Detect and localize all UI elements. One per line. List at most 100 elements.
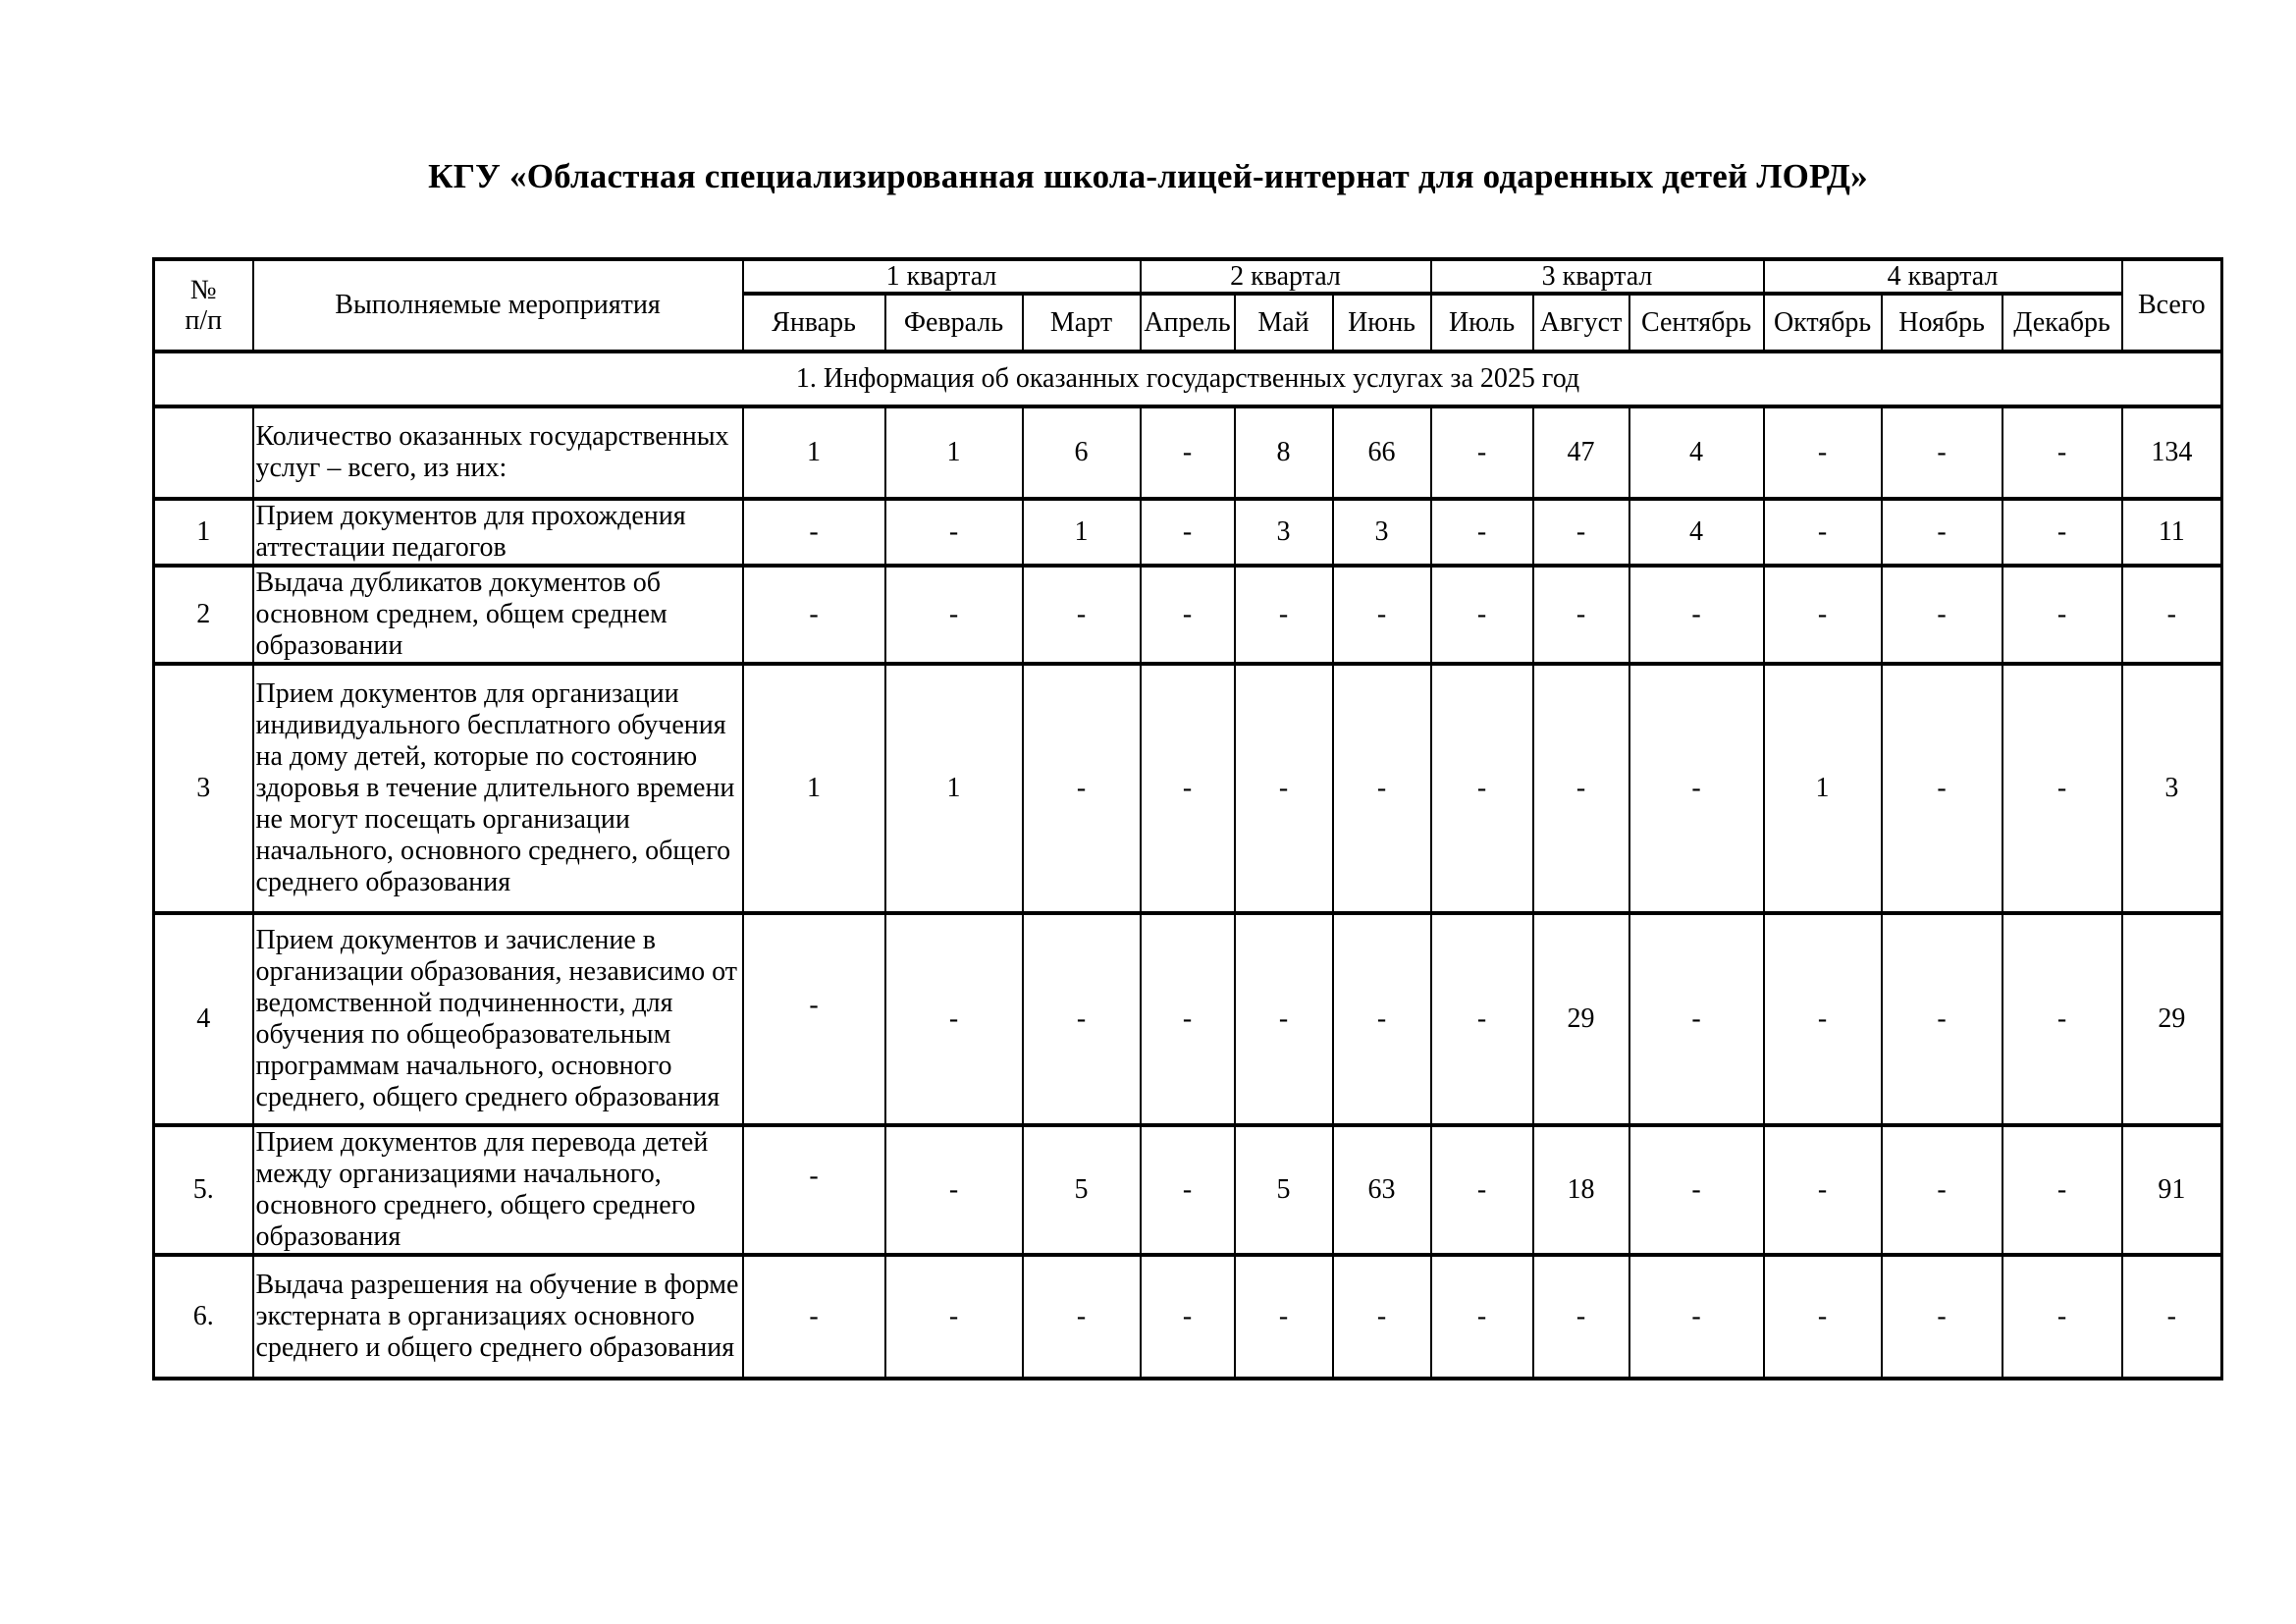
month-value-cell: - <box>883 564 1024 667</box>
cell-value: - <box>1076 773 1087 804</box>
cell-value: - <box>1575 516 1586 548</box>
row-total-cell: 3 <box>2120 662 2223 916</box>
month-header-july: Июль <box>1429 292 1534 354</box>
month-value-cell: - <box>883 497 1024 568</box>
cell-value: - <box>1278 773 1289 804</box>
row-num-cell <box>152 405 254 502</box>
month-value-cell: - <box>1880 564 2003 667</box>
month-value-cell: - <box>1429 1253 1534 1381</box>
quarter-header-4: 4 квартал <box>1762 256 2123 297</box>
cell-value: - <box>1691 1301 1701 1332</box>
document-title: КГУ «Областная специализированная школа-… <box>428 157 1868 195</box>
cell-value: 5 <box>1276 1174 1291 1206</box>
cell-value: 8 <box>1276 437 1291 468</box>
cell-value: - <box>1182 437 1193 468</box>
table-row: 4 Прием документов и зачисление в организ… <box>152 911 2223 1128</box>
month-value-cell: - <box>1429 911 1534 1128</box>
cell-value: - <box>2056 437 2067 468</box>
month-value-cell: 1 <box>883 405 1024 502</box>
month-value-cell: - <box>883 1123 1024 1258</box>
cell-value: - <box>948 1003 959 1035</box>
row-total-cell: 134 <box>2120 405 2223 502</box>
month-value-cell: - <box>1880 497 2003 568</box>
cell-value: - <box>2056 1174 2067 1206</box>
month-header-june: Июнь <box>1331 292 1432 354</box>
month-value-cell: - <box>2001 564 2123 667</box>
cell-value: - <box>1476 1174 1487 1206</box>
cell-value: - <box>2056 1301 2067 1332</box>
cell-value: - <box>1817 599 1828 630</box>
month-value-cell: - <box>1233 564 1334 667</box>
month-value-cell: - <box>2001 662 2123 916</box>
table-row: 1 Прием документов для прохождения аттест… <box>152 497 2223 568</box>
num-header-line2: п/п <box>185 304 223 336</box>
quarter-header-2: 2 квартал <box>1139 256 1432 297</box>
month-value-cell: 66 <box>1331 405 1432 502</box>
month-value-cell: - <box>1762 911 1883 1128</box>
cell-value: - <box>1182 1174 1193 1206</box>
cell-value: - <box>1691 1174 1701 1206</box>
month-value-cell: - <box>2001 497 2123 568</box>
cell-value: - <box>1182 599 1193 630</box>
row-total-cell: 91 <box>2120 1123 2223 1258</box>
cell-value: 1 <box>946 437 961 468</box>
month-value-cell: - <box>1880 405 2003 502</box>
month-value-cell: - <box>1139 911 1236 1128</box>
month-value-cell: - <box>1429 497 1534 568</box>
month-value-cell: - <box>741 564 886 667</box>
month-value-cell: 5 <box>1021 1123 1142 1258</box>
section-header-row: 1. Информация об оказанных государственн… <box>152 350 2223 409</box>
month-value-cell: - <box>2001 1253 2123 1381</box>
month-value-cell: - <box>1762 564 1883 667</box>
month-value-cell: - <box>1880 1123 2003 1258</box>
cell-value: - <box>1691 599 1701 630</box>
month-header-december: Декабрь <box>2001 292 2123 354</box>
cell-value: - <box>1182 1003 1193 1035</box>
month-value-cell: - <box>1139 1123 1236 1258</box>
cell-value: 4 <box>1689 437 1704 468</box>
activity-cell: Количество оказанных государственных усл… <box>251 405 744 502</box>
month-value-cell: 63 <box>1331 1123 1432 1258</box>
cell-value: - <box>1817 1003 1828 1035</box>
cell-value: - <box>1376 1301 1387 1332</box>
month-value-cell: - <box>2001 911 2123 1128</box>
num-header-line1: № <box>189 274 217 305</box>
row-num-cell: 1 <box>152 497 254 568</box>
cell-value: - <box>809 990 819 1021</box>
cell-value: - <box>1476 599 1487 630</box>
cell-value: - <box>1817 437 1828 468</box>
month-value-cell: 1 <box>741 662 886 916</box>
month-header-january: Январь <box>741 292 886 354</box>
cell-value: - <box>1937 1174 1947 1206</box>
cell-value: 4 <box>1689 516 1704 548</box>
cell-value: - <box>1937 599 1947 630</box>
month-value-cell: - <box>1531 564 1630 667</box>
month-value-cell: - <box>1331 662 1432 916</box>
month-header-september: Сентябрь <box>1628 292 1765 354</box>
month-value-cell: - <box>1331 911 1432 1128</box>
quarter-header-1: 1 квартал <box>741 256 1142 297</box>
month-value-cell: 1 <box>741 405 886 502</box>
cell-value: - <box>1376 599 1387 630</box>
month-value-cell: - <box>1762 1123 1883 1258</box>
cell-value: - <box>2056 516 2067 548</box>
row-num-cell: 4 <box>152 911 254 1128</box>
month-value-cell: 3 <box>1331 497 1432 568</box>
table-row: 3 Прием документов для организации индиви… <box>152 662 2223 916</box>
section-header: 1. Информация об оказанных государственн… <box>152 350 2223 409</box>
month-value-cell: - <box>1880 1253 2003 1381</box>
month-value-cell: 4 <box>1628 405 1765 502</box>
cell-value: - <box>1575 773 1586 804</box>
month-value-cell: - <box>1429 662 1534 916</box>
col-header-activities: Выполняемые мероприятия <box>251 256 744 354</box>
month-value-cell: - <box>1429 564 1534 667</box>
cell-value: - <box>1817 516 1828 548</box>
cell-value: - <box>1076 1003 1087 1035</box>
month-header-november: Ноябрь <box>1880 292 2003 354</box>
row-num-cell: 2 <box>152 564 254 667</box>
month-value-cell: - <box>2001 405 2123 502</box>
cell-value: - <box>1376 1003 1387 1035</box>
month-value-cell: - <box>1021 1253 1142 1381</box>
month-value-cell: - <box>1331 564 1432 667</box>
cell-value: - <box>948 1301 959 1332</box>
